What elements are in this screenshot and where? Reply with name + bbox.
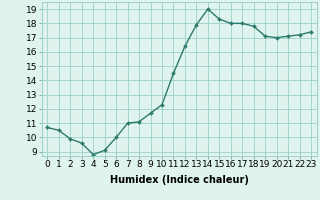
X-axis label: Humidex (Indice chaleur): Humidex (Indice chaleur) [110, 175, 249, 185]
